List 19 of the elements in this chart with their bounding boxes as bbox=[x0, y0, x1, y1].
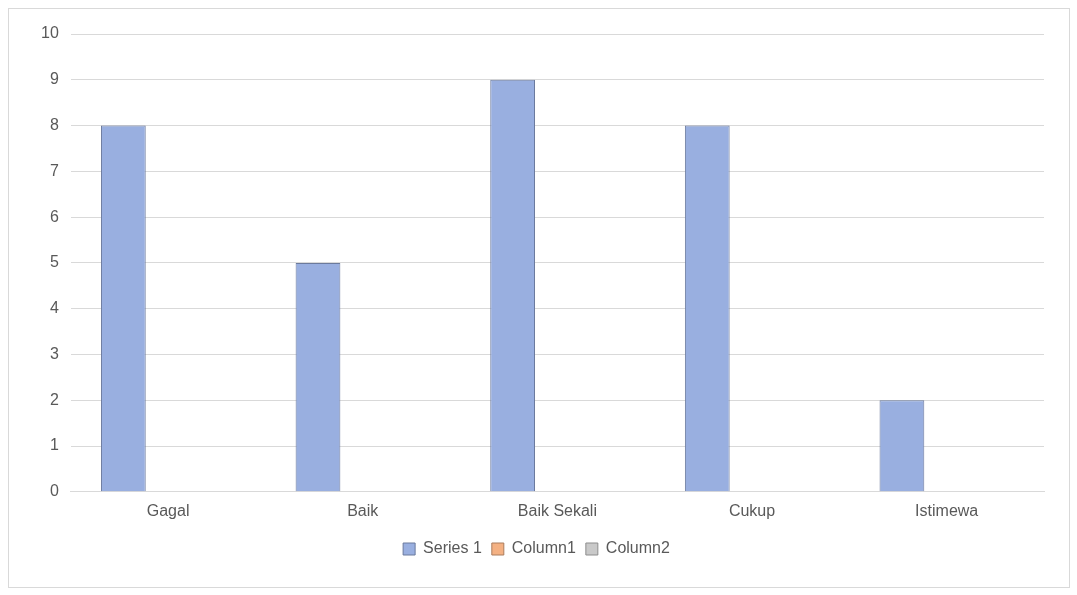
y-tick-label: 10 bbox=[41, 24, 59, 42]
y-tick-label: 6 bbox=[49, 207, 59, 225]
y-tick-label: 8 bbox=[49, 115, 59, 133]
y-tick-label: 7 bbox=[49, 161, 59, 179]
y-tick-label: 4 bbox=[49, 299, 59, 317]
y-tick-label: 9 bbox=[49, 70, 59, 88]
y-tick-label: 3 bbox=[49, 344, 59, 362]
x-tick-label: Gagal bbox=[146, 501, 190, 519]
legend-label: Column1 bbox=[511, 539, 576, 557]
x-tick-label: Istimewa bbox=[915, 501, 979, 519]
y-tick-label: 2 bbox=[49, 390, 59, 408]
x-tick-label: Cukup bbox=[728, 501, 776, 519]
y-tick-label: 0 bbox=[49, 482, 59, 500]
legend-label: Column2 bbox=[605, 539, 670, 557]
y-tick-label: 5 bbox=[49, 253, 59, 271]
y-tick-label: 1 bbox=[49, 436, 59, 454]
x-tick-label: Baik Sekali bbox=[517, 501, 597, 519]
x-tick-label: Baik bbox=[347, 501, 380, 519]
legend-label: Series 1 bbox=[423, 539, 482, 557]
